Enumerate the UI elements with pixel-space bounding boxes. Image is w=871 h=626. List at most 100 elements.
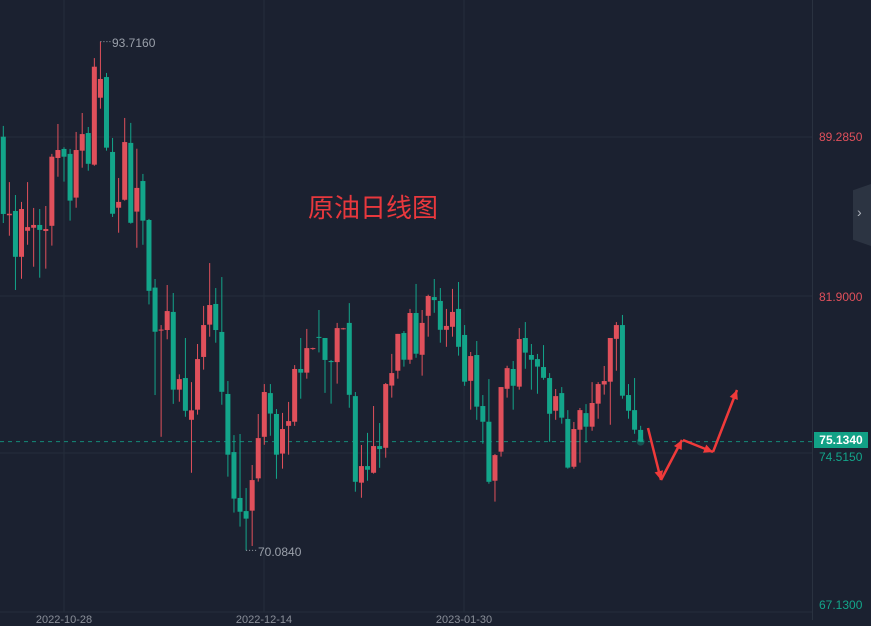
candle [25, 182, 31, 245]
candle-body [207, 305, 213, 325]
x-tick-label: 2023-01-30 [435, 614, 493, 626]
candle-body [619, 325, 625, 396]
candle [61, 147, 67, 182]
candle-body [316, 336, 322, 338]
candle [292, 365, 298, 426]
candle [492, 454, 498, 502]
candles [0, 41, 645, 551]
candle-body [146, 219, 152, 291]
candle-body [626, 395, 632, 411]
candle-body [547, 378, 553, 414]
candle [243, 488, 249, 551]
candle [201, 305, 207, 370]
candle [152, 278, 158, 396]
candle-body [456, 308, 462, 347]
candle [328, 359, 334, 404]
candle-body [37, 224, 43, 230]
candle-body [97, 78, 103, 98]
candle-body [219, 331, 225, 392]
candle-body [468, 356, 474, 381]
candle-body [437, 300, 443, 330]
candle [298, 337, 304, 399]
candle [334, 322, 340, 384]
candle [19, 201, 25, 279]
candle-body [19, 209, 25, 257]
candle [601, 365, 607, 395]
candle [116, 178, 122, 233]
candle-body [140, 181, 146, 221]
candle [437, 288, 443, 343]
candle-body [431, 297, 437, 301]
candle-body [170, 311, 176, 390]
candle [31, 207, 37, 267]
candle-body [103, 77, 109, 148]
candle [401, 331, 407, 367]
x-tick-label: 2022-12-14 [235, 614, 293, 626]
candle [468, 351, 474, 410]
low-label: 70.0840 [258, 545, 302, 559]
candle [626, 384, 632, 419]
candle [613, 322, 619, 371]
candle [219, 277, 225, 405]
candle-body [110, 151, 116, 214]
candle-body [310, 348, 316, 350]
candle-body [352, 396, 358, 482]
candle-body [528, 354, 534, 360]
candle [565, 410, 571, 469]
candle [389, 353, 395, 398]
candle-body [12, 210, 18, 257]
candle [443, 308, 449, 347]
candle [255, 413, 261, 482]
candle [456, 282, 462, 356]
candle-body [304, 348, 310, 373]
candle-body [225, 393, 231, 455]
candle-body [25, 227, 31, 231]
candle-body [462, 334, 468, 382]
candle [158, 325, 164, 437]
candle-body [522, 337, 528, 353]
candle-body [559, 393, 565, 418]
grid [0, 0, 813, 620]
candle [632, 378, 638, 434]
candle-body [91, 66, 97, 165]
candle [79, 112, 85, 168]
candle [91, 58, 97, 166]
candle [413, 283, 419, 358]
candle [55, 123, 61, 177]
candle [541, 345, 547, 380]
candle [6, 182, 12, 236]
candle-body [31, 224, 37, 228]
current-price-badge: 75.1340 [814, 432, 868, 448]
candle-body [365, 466, 370, 470]
candle [310, 347, 316, 350]
candle [128, 122, 134, 224]
candle [365, 432, 370, 481]
candle [188, 382, 194, 473]
candle-body [322, 337, 328, 360]
y-tick-label: 89.2850 [819, 130, 863, 144]
annotation-arrow-line [711, 389, 739, 453]
collapse-panel-button[interactable]: › [853, 184, 871, 246]
candle [37, 209, 43, 278]
candle [395, 333, 401, 379]
candle-body [188, 410, 194, 420]
candle-body [243, 511, 249, 519]
candle [12, 195, 18, 290]
candle [231, 435, 237, 513]
candle-body [541, 367, 547, 378]
candle-body [443, 325, 449, 330]
candle-body [73, 150, 79, 198]
candle [383, 382, 389, 458]
candle [638, 425, 644, 442]
candle-body [122, 142, 128, 200]
candle [559, 387, 565, 424]
candle-body [85, 133, 91, 164]
candle [577, 407, 583, 463]
candle-body [231, 452, 237, 499]
candle-body [116, 201, 122, 208]
candle [480, 395, 486, 444]
candle [195, 344, 201, 415]
candle-body [607, 337, 613, 382]
candle [431, 278, 437, 313]
